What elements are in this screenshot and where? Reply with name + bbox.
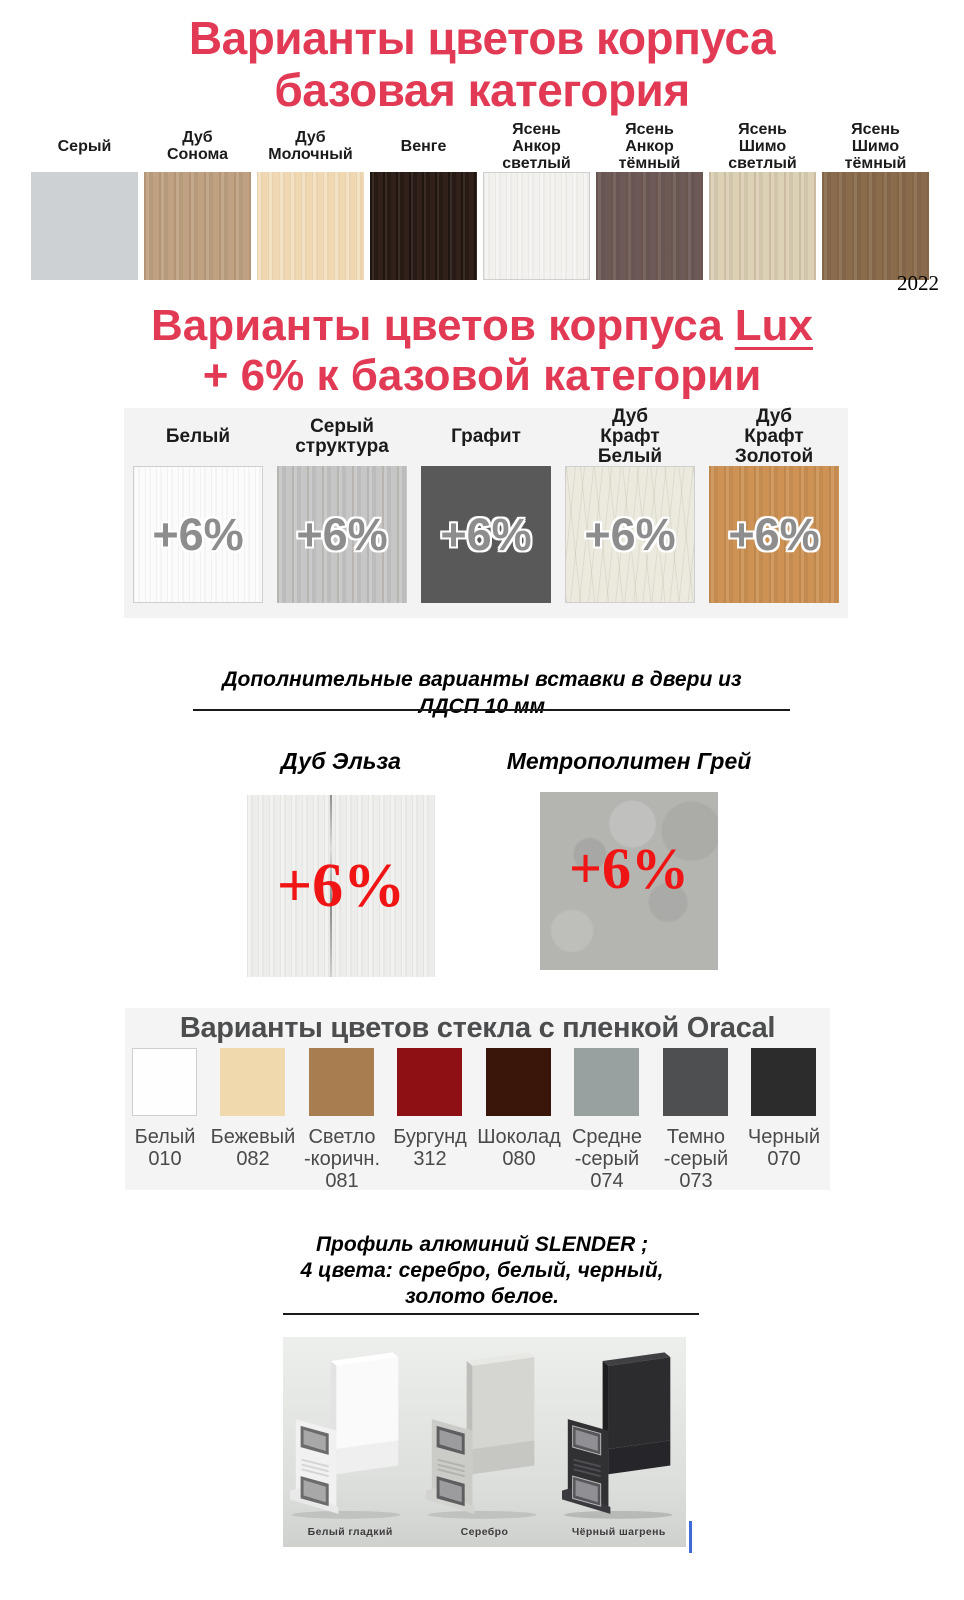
- swatch-col-ash-shimo-dark: Ясень Шимо тёмный: [822, 120, 929, 280]
- base-category-title: Варианты цветов корпуса базовая категори…: [188, 12, 776, 116]
- swatch-col-gray: Серый: [31, 120, 138, 280]
- swatch-col-sonoma: Дуб Сонома: [144, 120, 251, 280]
- plus6-badge: +6%: [584, 508, 676, 560]
- plus6-badge: +6%: [440, 508, 532, 560]
- swatch-col-milk-oak: Дуб Молочный: [257, 120, 364, 280]
- lux-title: Варианты цветов корпуса Lux + 6% к базово…: [0, 301, 964, 401]
- oracal-label: Бежевый 082: [210, 1126, 296, 1170]
- color-swatch-elza-oak[interactable]: +6%: [247, 795, 435, 977]
- swatch-label-metropolitan: Метрополитен Грей: [506, 748, 752, 774]
- plus6-badge: +6%: [152, 508, 244, 560]
- swatch-label: Дуб Крафт Белый: [597, 406, 663, 467]
- profile-label-white: Белый гладкий: [307, 1526, 393, 1538]
- profile-figures: [290, 1350, 680, 1522]
- swatch-label: Серый структура: [295, 416, 389, 457]
- oracal-label: Темно -серый 073: [663, 1126, 729, 1192]
- color-swatch-lux-graphite[interactable]: +6%: [421, 466, 551, 603]
- oracal-label: Шоколад 080: [477, 1126, 561, 1170]
- swatch-label: Ясень Анкор тёмный: [618, 120, 681, 172]
- plus6-badge: +6%: [296, 508, 388, 560]
- color-swatch-lux-craft-gold[interactable]: +6%: [709, 466, 839, 603]
- oracal-label: Бургунд 312: [393, 1126, 467, 1170]
- swatch-label: Дуб Молочный: [268, 129, 353, 163]
- oracal-swatch-medium-gray-074[interactable]: [574, 1048, 639, 1116]
- color-swatch-gray[interactable]: [31, 172, 138, 280]
- swatch-label: Ясень Шимо светлый: [728, 120, 797, 172]
- oracal-swatch-white-010[interactable]: [132, 1048, 197, 1116]
- lux-col-craft-gold: Дуб Крафт Золотой +6%: [709, 406, 839, 603]
- swatch-label: Графит: [451, 426, 521, 447]
- lux-col-craft-white: Дуб Крафт Белый +6%: [565, 406, 695, 603]
- color-swatch-lux-gray-structure[interactable]: +6%: [277, 466, 407, 603]
- color-swatch-ash-ankor-light[interactable]: [483, 172, 590, 280]
- profile-heading: Профиль алюминий SLENDER ; 4 цвета: сере…: [300, 1233, 664, 1308]
- profile-label-black: Чёрный шагрень: [571, 1526, 666, 1538]
- oracal-swatch-light-brown-081[interactable]: [309, 1048, 374, 1116]
- oracal-label: Черный 070: [747, 1126, 821, 1170]
- oracal-swatch-black-070[interactable]: [751, 1048, 816, 1116]
- swatch-label: Серый: [57, 137, 112, 155]
- lux-col-white: Белый +6%: [133, 408, 263, 603]
- plus6-badge: +6%: [728, 508, 820, 560]
- lux-col-graphite: Графит +6%: [421, 408, 551, 603]
- swatch-col-ash-ankor-dark: Ясень Анкор тёмный: [596, 120, 703, 280]
- oracal-title: Варианты цветов стекла с пленкой Oracal: [179, 1012, 776, 1044]
- color-swatch-sonoma[interactable]: [144, 172, 251, 280]
- swatch-label: Белый: [165, 426, 231, 447]
- plus6-badge-red: +6%: [568, 835, 690, 901]
- aluminum-profile-black-illustration: [562, 1352, 673, 1519]
- color-swatch-milk-oak[interactable]: [257, 172, 364, 280]
- ldsp-divider: [193, 709, 790, 711]
- swatch-label: Ясень Шимо тёмный: [844, 120, 907, 172]
- aluminum-profile-silver-illustration: [426, 1352, 537, 1519]
- profile-label-silver: Серебро: [460, 1526, 509, 1538]
- lux-word: Lux: [734, 301, 813, 350]
- color-swatch-ash-ankor-dark[interactable]: [596, 172, 703, 280]
- profile-divider: [283, 1313, 699, 1315]
- lux-title-part2: + 6% к базовой категории: [202, 351, 762, 400]
- text-cursor-artifact: [689, 1521, 692, 1553]
- profile-labels: Белый гладкий Серебро Чёрный шагрень: [283, 1526, 686, 1538]
- plus6-badge-red: +6%: [276, 851, 406, 920]
- base-swatch-grid: Серый Дуб Сонома Дуб Молочный Венге Ясен…: [31, 120, 933, 280]
- oracal-swatch-dark-gray-073[interactable]: [663, 1048, 728, 1116]
- color-swatch-wenge[interactable]: [370, 172, 477, 280]
- swatch-label: Ясень Анкор светлый: [502, 120, 571, 172]
- swatch-label: Дуб Крафт Золотой: [734, 406, 814, 467]
- color-swatch-ash-shimo-light[interactable]: [709, 172, 816, 280]
- swatch-col-wenge: Венге: [370, 120, 477, 280]
- lux-swatch-grid: Белый +6% Серый структура +6% Графит +6%…: [133, 406, 839, 603]
- color-swatch-metropolitan-gray[interactable]: +6%: [540, 792, 718, 970]
- aluminum-profile-white-illustration: [290, 1352, 401, 1519]
- oracal-label: Светло -коричн. 081: [303, 1126, 381, 1192]
- color-swatch-lux-craft-white[interactable]: +6%: [565, 466, 695, 603]
- lux-title-part1: Варианты цветов корпуса: [151, 301, 723, 350]
- oracal-swatch-chocolate-080[interactable]: [486, 1048, 551, 1116]
- swatch-label: Дуб Сонома: [166, 129, 229, 163]
- swatch-col-ash-ankor-light: Ясень Анкор светлый: [483, 120, 590, 280]
- swatch-label-elza: Дуб Эльза: [281, 748, 401, 774]
- color-swatch-ash-shimo-dark[interactable]: [822, 172, 929, 280]
- year-note: 2022: [897, 271, 939, 295]
- swatch-col-ash-shimo-light: Ясень Шимо светлый: [709, 120, 816, 280]
- swatch-label: Венге: [400, 137, 447, 155]
- oracal-label: Белый 010: [134, 1126, 196, 1170]
- lux-col-gray-structure: Серый структура +6%: [277, 408, 407, 603]
- oracal-swatch-burgundy-312[interactable]: [397, 1048, 462, 1116]
- ldsp-heading: Дополнительные варианты вставки в двери …: [222, 668, 742, 718]
- oracal-label: Средне -серый 074: [571, 1126, 643, 1192]
- oracal-swatch-beige-082[interactable]: [220, 1048, 285, 1116]
- color-swatch-lux-white[interactable]: +6%: [133, 466, 263, 603]
